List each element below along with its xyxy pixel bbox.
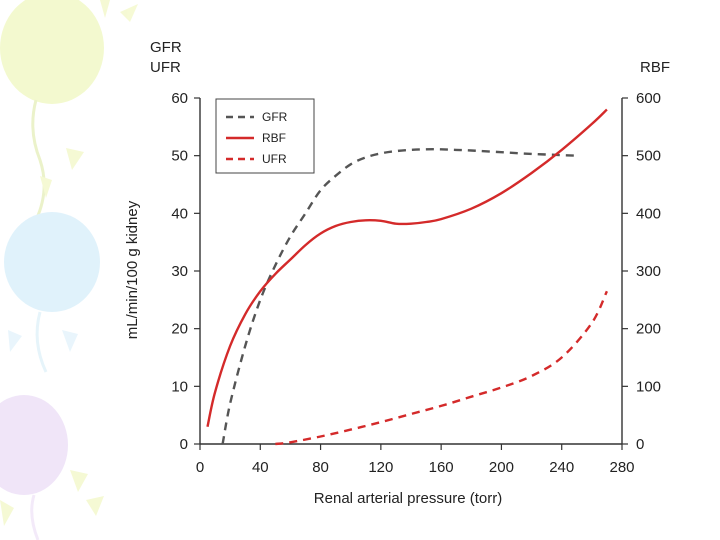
legend-rbf-label: RBF: [262, 131, 286, 145]
balloon-decoration: [0, 0, 104, 104]
y-left-tick-label: 20: [171, 321, 188, 338]
y-right-tick-label: 0: [636, 436, 644, 453]
y-right-tick-label: 100: [636, 378, 661, 395]
y-left-tick-label: 10: [171, 378, 188, 395]
x-tick-label: 40: [252, 459, 269, 476]
x-tick-label: 120: [368, 459, 393, 476]
legend-ufr-label: UFR: [262, 152, 287, 166]
x-tick-label: 280: [609, 459, 634, 476]
balloon-decoration: [0, 395, 68, 495]
legend: GFR RBF UFR: [215, 98, 315, 174]
x-tick-label: 160: [429, 459, 454, 476]
legend-gfr-label: GFR: [262, 110, 288, 124]
y-right-tick-label: 600: [636, 90, 661, 107]
y-left-tick-label: 40: [171, 205, 188, 222]
y-axis-label: mL/min/100 g kidney: [124, 200, 141, 339]
x-tick-label: 0: [196, 459, 204, 476]
right-axis-header-rbf: RBF: [640, 59, 670, 76]
x-tick-label: 80: [312, 459, 329, 476]
y-left-tick-label: 50: [171, 148, 188, 165]
y-left-tick-label: 30: [171, 263, 188, 280]
series-rbf-line: [206, 108, 608, 427]
series-gfr-line: [221, 148, 577, 445]
y-left-tick-label: 60: [171, 90, 188, 107]
left-axis-header-gfr: GFR: [150, 39, 182, 56]
x-tick-label: 240: [549, 459, 574, 476]
y-right-tick-label: 400: [636, 205, 661, 222]
series-ufr-line: [275, 290, 608, 446]
x-tick-label: 200: [489, 459, 514, 476]
y-right-tick-label: 200: [636, 321, 661, 338]
y-left-tick-label: 0: [180, 436, 188, 453]
x-axis-label: Renal arterial pressure (torr): [314, 490, 502, 507]
legend-box: [215, 98, 315, 174]
left-axis-header-ufr: UFR: [150, 59, 181, 76]
y-right-tick-label: 500: [636, 148, 661, 165]
y-right-tick-label: 300: [636, 263, 661, 280]
balloon-decoration: [4, 212, 100, 312]
